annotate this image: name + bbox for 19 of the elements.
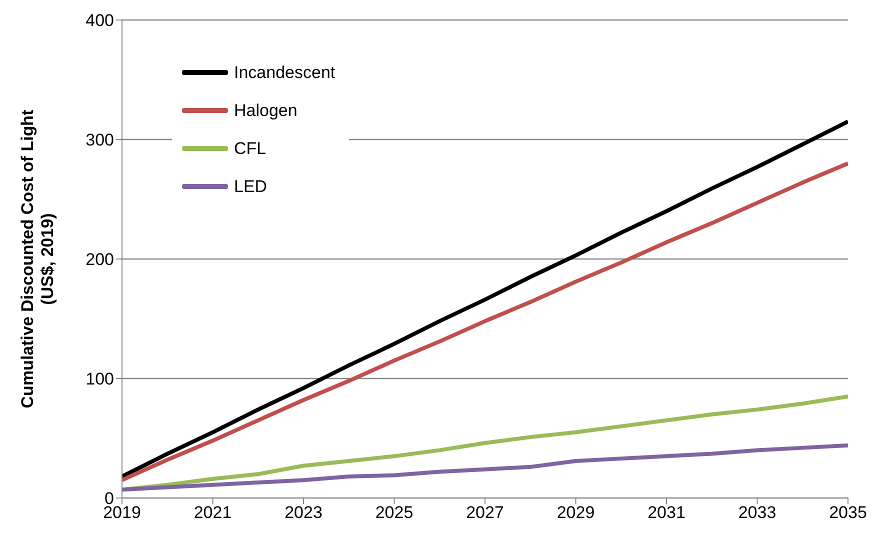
y-tick-label: 400 <box>86 11 114 30</box>
legend-label: LED <box>234 177 268 197</box>
x-tick-label: 2023 <box>284 503 322 522</box>
line-series <box>122 443 848 492</box>
y-tick-label: 300 <box>86 130 114 150</box>
x-tick-label: 2033 <box>738 503 776 522</box>
legend-label: Incandescent <box>234 63 336 83</box>
x-tick-label: 2031 <box>648 503 686 522</box>
x-tick-label: 2027 <box>466 503 504 522</box>
x-tick-label: 2029 <box>556 503 595 522</box>
y-axis-title: Cumulative Discounted Cost of Light (US$, 2019) <box>18 109 57 408</box>
y-tick-label: 200 <box>86 250 114 270</box>
legend-label: CFL <box>234 139 266 159</box>
x-tick-label: 2019 <box>103 503 141 522</box>
x-tick-label: 2021 <box>194 503 232 522</box>
x-tick-label: 2025 <box>375 503 414 522</box>
x-tick-label: 2035 <box>829 503 867 522</box>
y-tick-label: 100 <box>86 370 114 389</box>
legend-label: Halogen <box>234 101 298 121</box>
